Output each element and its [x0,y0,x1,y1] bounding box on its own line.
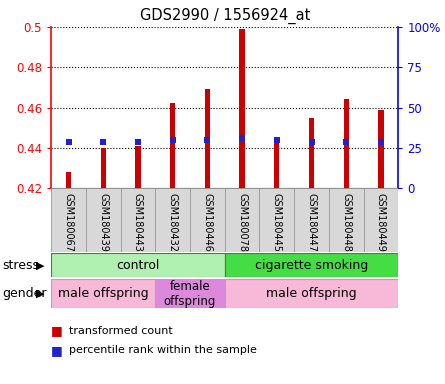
Text: GSM180447: GSM180447 [307,193,316,252]
Text: male offspring: male offspring [58,287,149,300]
Bar [239,29,245,188]
Text: male offspring: male offspring [266,287,357,300]
FancyBboxPatch shape [225,253,398,277]
Title: GDS2990 / 1556924_at: GDS2990 / 1556924_at [140,8,310,24]
Text: GSM180078: GSM180078 [237,193,247,252]
FancyBboxPatch shape [259,188,294,252]
Text: ■: ■ [51,324,63,338]
FancyBboxPatch shape [155,279,225,308]
Bar [170,103,175,188]
Bar [135,146,141,188]
Text: GSM180448: GSM180448 [341,193,351,252]
Text: cigarette smoking: cigarette smoking [255,259,368,272]
Text: ▶: ▶ [36,260,44,270]
FancyBboxPatch shape [51,279,155,308]
Bar [205,89,210,188]
FancyBboxPatch shape [225,279,398,308]
Text: GSM180432: GSM180432 [168,193,178,252]
Text: gender: gender [2,287,47,300]
Text: GSM180439: GSM180439 [98,193,108,252]
FancyBboxPatch shape [51,253,225,277]
FancyBboxPatch shape [155,188,190,252]
Text: GSM180067: GSM180067 [64,193,73,252]
Bar [66,172,71,188]
Text: transformed count: transformed count [69,326,173,336]
FancyBboxPatch shape [190,188,225,252]
FancyBboxPatch shape [121,188,155,252]
Text: GSM180446: GSM180446 [202,193,212,252]
Bar [101,148,106,188]
Bar [309,118,314,188]
Bar [378,109,384,188]
Text: GSM180449: GSM180449 [376,193,386,252]
FancyBboxPatch shape [364,188,398,252]
Bar [274,140,279,188]
FancyBboxPatch shape [86,188,121,252]
FancyBboxPatch shape [294,188,329,252]
Text: stress: stress [2,259,39,272]
Text: female
offspring: female offspring [164,280,216,308]
Text: control: control [116,259,160,272]
Text: percentile rank within the sample: percentile rank within the sample [69,345,257,355]
FancyBboxPatch shape [329,188,364,252]
Text: ■: ■ [51,344,63,357]
Text: GSM180445: GSM180445 [272,193,282,252]
Text: ▶: ▶ [36,288,44,299]
FancyBboxPatch shape [51,188,86,252]
Bar [344,99,349,188]
Text: GSM180443: GSM180443 [133,193,143,252]
FancyBboxPatch shape [225,188,259,252]
